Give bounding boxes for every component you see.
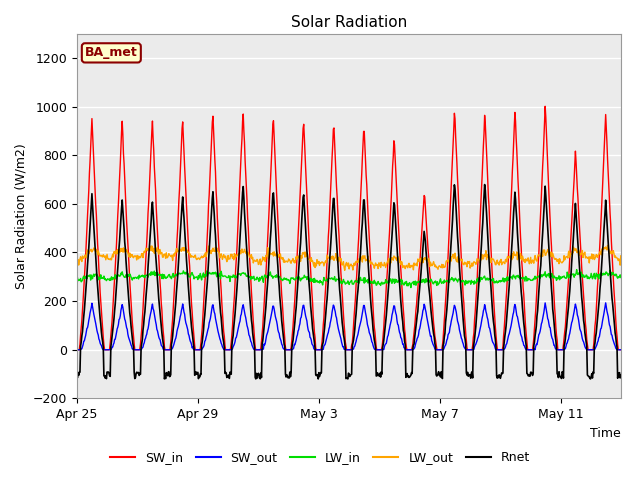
LW_out bbox=[382, 264, 390, 270]
LW_in bbox=[407, 285, 415, 290]
Rnet bbox=[381, 325, 389, 331]
Rnet bbox=[271, 213, 278, 218]
LW_out bbox=[513, 249, 520, 255]
SW_out bbox=[300, 302, 308, 308]
LW_out bbox=[604, 242, 611, 248]
SW_out bbox=[617, 347, 625, 353]
Line: LW_in: LW_in bbox=[77, 270, 621, 288]
SW_out bbox=[271, 310, 278, 316]
LW_out bbox=[617, 253, 625, 259]
SW_in bbox=[381, 304, 389, 310]
LW_in bbox=[573, 267, 580, 273]
Line: SW_out: SW_out bbox=[77, 303, 621, 350]
Y-axis label: Solar Radiation (W/m2): Solar Radiation (W/m2) bbox=[14, 143, 27, 289]
LW_out bbox=[271, 252, 278, 257]
Rnet bbox=[300, 192, 308, 198]
LW_out bbox=[93, 246, 100, 252]
Line: SW_in: SW_in bbox=[77, 106, 621, 350]
SW_out bbox=[513, 308, 520, 313]
Rnet bbox=[73, 372, 81, 377]
SW_in bbox=[93, 212, 100, 217]
LW_in bbox=[617, 275, 625, 280]
Text: BA_met: BA_met bbox=[85, 47, 138, 60]
SW_in bbox=[201, 281, 209, 287]
SW_in bbox=[300, 121, 308, 127]
LW_in bbox=[93, 272, 100, 277]
LW_out bbox=[73, 259, 81, 265]
SW_in bbox=[617, 347, 625, 353]
Rnet bbox=[513, 216, 520, 222]
SW_out bbox=[602, 300, 609, 306]
Rnet bbox=[201, 312, 209, 318]
SW_out bbox=[93, 324, 100, 330]
LW_in bbox=[513, 273, 520, 279]
LW_out bbox=[341, 267, 349, 273]
LW_out bbox=[201, 253, 209, 259]
LW_in bbox=[300, 275, 308, 281]
X-axis label: Time: Time bbox=[590, 427, 621, 440]
Line: Rnet: Rnet bbox=[77, 184, 621, 379]
LW_in bbox=[271, 274, 278, 279]
SW_in bbox=[541, 103, 549, 109]
LW_in bbox=[201, 272, 209, 277]
Rnet bbox=[93, 265, 100, 271]
LW_out bbox=[300, 251, 308, 257]
SW_out bbox=[381, 342, 389, 348]
SW_in bbox=[73, 347, 81, 353]
Rnet bbox=[481, 181, 488, 187]
Line: LW_out: LW_out bbox=[77, 245, 621, 270]
LW_in bbox=[381, 280, 389, 286]
Rnet bbox=[617, 372, 625, 378]
Title: Solar Radiation: Solar Radiation bbox=[291, 15, 407, 30]
SW_in bbox=[513, 135, 520, 141]
Legend: SW_in, SW_out, LW_in, LW_out, Rnet: SW_in, SW_out, LW_in, LW_out, Rnet bbox=[105, 446, 535, 469]
LW_in bbox=[73, 277, 81, 283]
SW_out bbox=[73, 347, 81, 353]
SW_out bbox=[201, 338, 209, 344]
SW_in bbox=[271, 147, 278, 153]
Rnet bbox=[587, 376, 595, 382]
